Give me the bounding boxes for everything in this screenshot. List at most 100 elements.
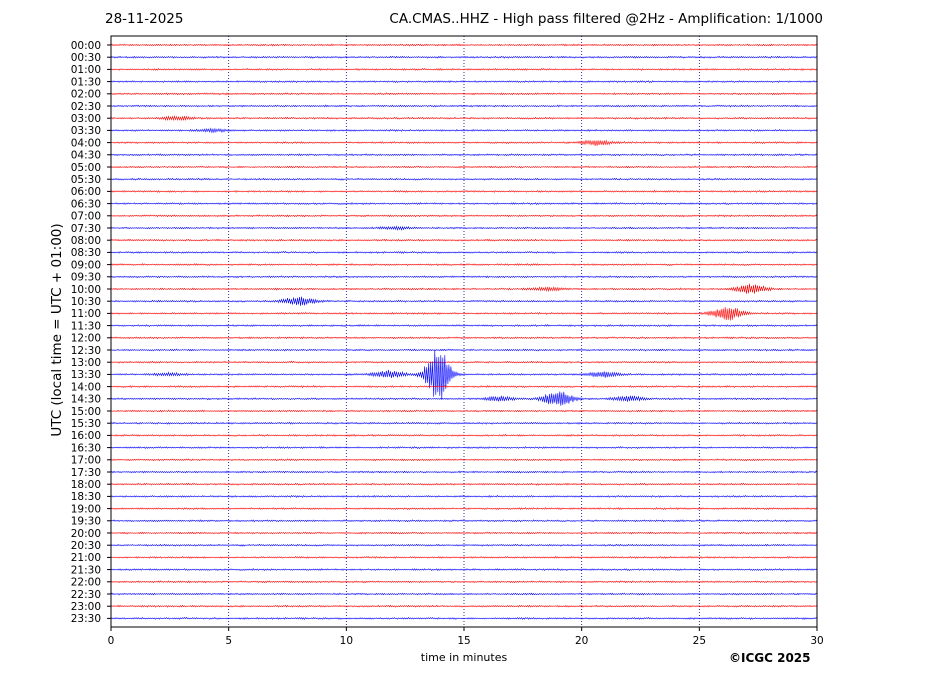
trace-1000 — [110, 283, 818, 294]
trace-1600 — [110, 433, 818, 437]
y-tick-label: 08:00 — [71, 235, 101, 247]
y-tick-labels: 00:0000:3001:0001:3002:0002:3003:0003:30… — [71, 40, 111, 625]
trace-0400 — [110, 139, 818, 146]
y-tick-label: 00:00 — [71, 40, 101, 52]
y-tick-label: 16:30 — [71, 442, 101, 454]
chart-title: CA.CMAS..HHZ - High pass filtered @2Hz -… — [389, 11, 823, 27]
y-tick-label: 00:30 — [71, 52, 101, 64]
trace-0900 — [110, 263, 818, 267]
y-tick-label: 05:30 — [71, 174, 101, 186]
y-tick-label: 02:30 — [71, 101, 101, 113]
trace-1400 — [110, 385, 818, 389]
trace-0030 — [110, 55, 818, 59]
y-tick-label: 21:00 — [71, 552, 101, 564]
trace-1300 — [110, 360, 818, 364]
trace-1500 — [110, 409, 818, 413]
x-tick-label: 25 — [693, 635, 706, 647]
trace-1630 — [110, 446, 818, 450]
y-tick-label: 14:00 — [71, 381, 101, 393]
x-tick-label: 5 — [225, 635, 232, 647]
trace-0230 — [110, 104, 818, 108]
y-tick-label: 12:00 — [71, 333, 101, 345]
y-tick-label: 10:00 — [71, 284, 101, 296]
y-tick-label: 13:00 — [71, 357, 101, 369]
trace-1730 — [110, 470, 818, 474]
trace-1930 — [110, 519, 818, 523]
vertical-gridlines — [228, 36, 700, 627]
y-tick-label: 09:00 — [71, 259, 101, 271]
trace-1430 — [110, 391, 818, 406]
trace-1700 — [110, 458, 818, 462]
y-tick-label: 18:30 — [71, 491, 101, 503]
trace-0630 — [110, 202, 818, 206]
y-tick-label: 17:00 — [71, 455, 101, 467]
trace-1330 — [110, 350, 818, 400]
trace-0500 — [110, 165, 818, 169]
trace-0700 — [110, 214, 818, 218]
y-tick-label: 23:30 — [71, 613, 101, 625]
y-tick-label: 17:30 — [71, 467, 101, 479]
y-tick-label: 18:00 — [71, 479, 101, 491]
x-tick-label: 20 — [575, 635, 588, 647]
trace-1900 — [110, 507, 818, 511]
trace-2300 — [110, 604, 818, 608]
trace-0930 — [110, 275, 818, 279]
y-tick-label: 22:30 — [71, 589, 101, 601]
trace-2130 — [110, 568, 818, 572]
x-ticks: 0 5 10 15 20 25 30 — [108, 627, 824, 647]
y-tick-label: 01:30 — [71, 76, 101, 88]
y-tick-label: 07:00 — [71, 211, 101, 223]
y-axis-label: UTC (local time = UTC + 01:00) — [49, 223, 65, 437]
y-tick-label: 16:00 — [71, 430, 101, 442]
y-tick-label: 02:00 — [71, 89, 101, 101]
x-tick-label: 0 — [108, 635, 115, 647]
trace-0200 — [110, 92, 818, 96]
y-tick-label: 11:00 — [71, 308, 101, 320]
trace-0130 — [110, 80, 818, 84]
trace-0800 — [110, 238, 818, 242]
trace-1230 — [110, 348, 818, 352]
trace-2100 — [110, 555, 818, 559]
y-tick-label: 09:30 — [71, 272, 101, 284]
y-tick-label: 20:00 — [71, 528, 101, 540]
y-tick-label: 01:00 — [71, 64, 101, 76]
y-tick-label: 03:00 — [71, 113, 101, 125]
y-tick-label: 15:30 — [71, 418, 101, 430]
copyright-text: ©ICGC 2025 — [729, 651, 811, 665]
y-tick-label: 11:30 — [71, 320, 101, 332]
y-tick-label: 08:30 — [71, 247, 101, 259]
trace-1100 — [110, 307, 818, 321]
trace-2200 — [110, 580, 818, 584]
x-tick-label: 15 — [457, 635, 470, 647]
y-tick-label: 23:00 — [71, 601, 101, 613]
trace-0300 — [110, 115, 818, 122]
trace-lines — [110, 43, 818, 620]
y-tick-label: 15:00 — [71, 406, 101, 418]
y-tick-label: 04:00 — [71, 137, 101, 149]
trace-0530 — [110, 177, 818, 181]
trace-0830 — [110, 250, 818, 254]
y-tick-label: 12:30 — [71, 345, 101, 357]
x-axis-label: time in minutes — [420, 651, 508, 664]
y-tick-label: 14:30 — [71, 394, 101, 406]
y-tick-label: 19:00 — [71, 503, 101, 515]
trace-0430 — [110, 153, 818, 157]
y-tick-label: 22:00 — [71, 577, 101, 589]
y-tick-label: 20:30 — [71, 540, 101, 552]
x-tick-label: 30 — [810, 635, 823, 647]
trace-1030 — [110, 296, 818, 306]
trace-0330 — [110, 127, 818, 134]
y-tick-label: 10:30 — [71, 296, 101, 308]
trace-1200 — [110, 336, 818, 340]
x-tick-label: 10 — [340, 635, 353, 647]
trace-0100 — [110, 67, 818, 71]
trace-0600 — [110, 189, 818, 193]
trace-1800 — [110, 482, 818, 486]
trace-0000 — [110, 43, 818, 47]
y-tick-label: 06:00 — [71, 186, 101, 198]
y-tick-label: 03:30 — [71, 125, 101, 137]
y-tick-label: 07:30 — [71, 223, 101, 235]
trace-2230 — [110, 592, 818, 596]
trace-1530 — [110, 421, 818, 425]
